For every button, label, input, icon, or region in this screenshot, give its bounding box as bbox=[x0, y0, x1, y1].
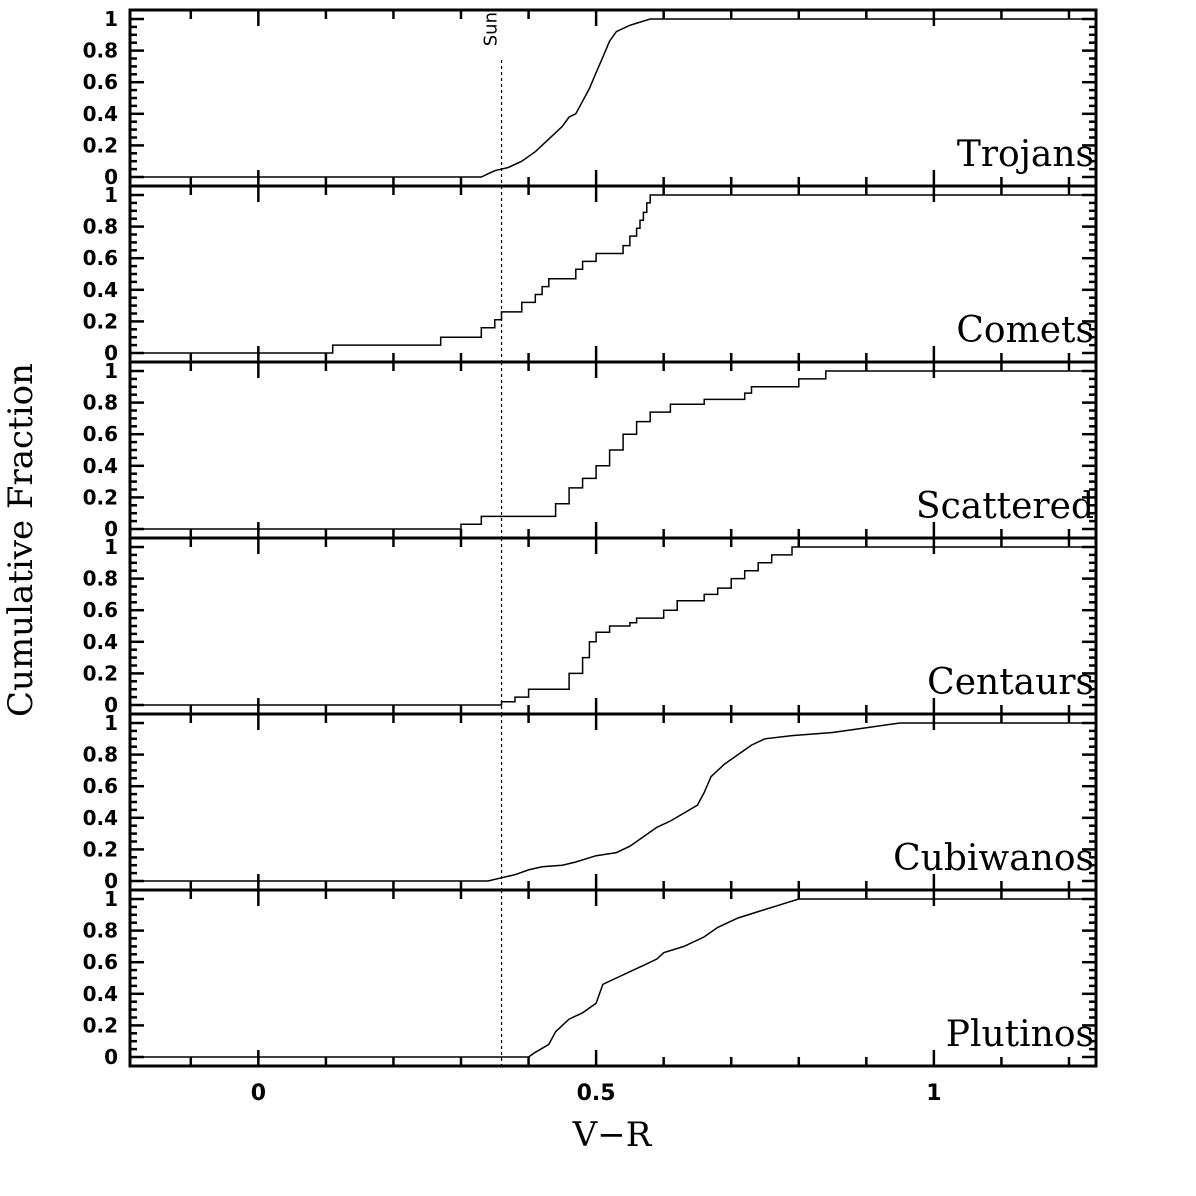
y-tick-label: 0.4 bbox=[83, 454, 118, 478]
y-tick-label: 0.4 bbox=[83, 630, 118, 654]
y-tick-label: 0.2 bbox=[83, 1013, 118, 1037]
y-tick-label: 0 bbox=[104, 693, 118, 717]
y-tick-label: 0.4 bbox=[83, 278, 118, 302]
y-tick-label: 1 bbox=[104, 711, 118, 735]
panel-cubiwanos: 0 0.2 0.4 0.6 0.8 1 Cubiwanos bbox=[83, 711, 1098, 893]
sun-label: Sun bbox=[481, 12, 502, 46]
panel-frame bbox=[128, 184, 1098, 364]
x-tick-label: 0.5 bbox=[577, 1081, 616, 1106]
panel-label: Centaurs bbox=[927, 662, 1094, 703]
y-tick-label: 0.8 bbox=[83, 215, 118, 239]
y-tick-label: 0.6 bbox=[83, 598, 118, 622]
y-tick-label: 0 bbox=[104, 165, 118, 189]
y-tick-label: 0.2 bbox=[83, 837, 118, 861]
series-line-comets bbox=[130, 194, 1096, 354]
series-line-scattered bbox=[130, 370, 1096, 530]
y-tick-label: 0.2 bbox=[83, 661, 118, 685]
series-line-cubiwanos bbox=[130, 722, 1096, 882]
chart-panels: 0 0.2 0.4 0.6 0.8 1 Trojans 0 0.2 0.4 0.6 0.8 1 Comet… bbox=[83, 7, 1098, 1069]
y-tick-label: 1 bbox=[104, 183, 118, 207]
y-tick-label: 0.8 bbox=[83, 39, 118, 63]
panel-label: Trojans bbox=[957, 134, 1094, 175]
y-tick-label: 0.6 bbox=[83, 774, 118, 798]
y-tick-label: 0.2 bbox=[83, 133, 118, 157]
x-axis-title: V−R bbox=[572, 1115, 653, 1155]
y-tick-label: 1 bbox=[104, 359, 118, 383]
y-tick-label: 0.8 bbox=[83, 919, 118, 943]
y-tick-label: 0.6 bbox=[83, 70, 118, 94]
x-tick-label: 1 bbox=[926, 1081, 941, 1106]
y-tick-label: 0.4 bbox=[83, 806, 118, 830]
y-tick-label: 0 bbox=[104, 341, 118, 365]
y-tick-label: 0.6 bbox=[83, 246, 118, 270]
y-tick-label: 1 bbox=[104, 535, 118, 559]
y-tick-label: 0.2 bbox=[83, 309, 118, 333]
panel-trojans: 0 0.2 0.4 0.6 0.8 1 Trojans bbox=[83, 7, 1098, 189]
panel-label: Cubiwanos bbox=[893, 838, 1094, 879]
y-tick-label: 0.4 bbox=[83, 982, 118, 1006]
panel-centaurs: 0 0.2 0.4 0.6 0.8 1 Centaurs bbox=[83, 535, 1098, 717]
series-line-plutinos bbox=[130, 898, 1096, 1058]
y-tick-label: 0.2 bbox=[83, 485, 118, 509]
y-tick-label: 0 bbox=[104, 517, 118, 541]
x-tick-label: 0 bbox=[251, 1081, 266, 1106]
panel-label: Scattered bbox=[916, 486, 1094, 527]
y-tick-label: 0.4 bbox=[83, 102, 118, 126]
y-tick-label: 0.8 bbox=[83, 567, 118, 591]
series-line-centaurs bbox=[130, 546, 1096, 706]
panel-scattered: 0 0.2 0.4 0.6 0.8 1 Scattered bbox=[83, 359, 1098, 541]
y-tick-label: 0 bbox=[104, 869, 118, 893]
y-tick-label: 0.6 bbox=[83, 950, 118, 974]
y-tick-label: 0.8 bbox=[83, 743, 118, 767]
panel-label: Comets bbox=[956, 310, 1094, 351]
y-tick-label: 1 bbox=[104, 7, 118, 31]
y-tick-label: 0 bbox=[104, 1045, 118, 1069]
panel-plutinos: 0 0.2 0.4 0.6 0.8 1 Plutinos bbox=[83, 887, 1098, 1069]
series-line-trojans bbox=[130, 18, 1096, 178]
panel-comets: 0 0.2 0.4 0.6 0.8 1 Comets bbox=[83, 183, 1098, 365]
y-tick-label: 0.6 bbox=[83, 422, 118, 446]
panel-label: Plutinos bbox=[946, 1014, 1094, 1055]
y-tick-label: 0.8 bbox=[83, 391, 118, 415]
x-tick-labels: 0 0.5 1 bbox=[251, 1081, 942, 1106]
y-tick-label: 1 bbox=[104, 887, 118, 911]
y-axis-title: Cumulative Fraction bbox=[1, 363, 41, 717]
